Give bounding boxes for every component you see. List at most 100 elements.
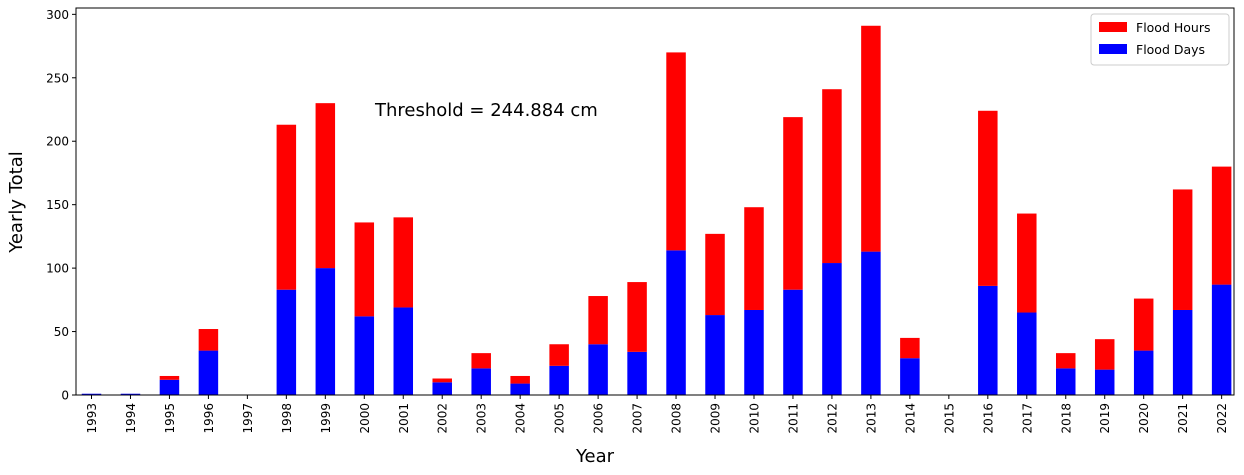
bar-flood-days-2013	[861, 251, 881, 395]
x-tick-label-2021: 2021	[1176, 403, 1190, 434]
bar-flood-hours-1995	[159, 375, 180, 380]
bar-flood-days-1996	[198, 350, 219, 395]
x-tick-label-2006: 2006	[592, 403, 606, 434]
bar-flood-hours-2006	[588, 296, 608, 345]
bar-flood-days-2000	[354, 316, 375, 395]
bar-flood-days-2008	[666, 250, 686, 395]
bar-flood-days-2018	[1056, 368, 1076, 395]
bar-flood-days-2022	[1211, 284, 1232, 395]
x-tick-label-2019: 2019	[1098, 403, 1112, 434]
bar-flood-hours-2000	[354, 222, 375, 317]
x-tick-label-2011: 2011	[786, 403, 800, 434]
bar-flood-hours-2005	[549, 344, 569, 366]
bar-flood-hours-2021	[1172, 189, 1193, 310]
x-tick-label-2007: 2007	[631, 403, 645, 434]
bar-flood-days-2012	[822, 263, 842, 395]
bar-flood-days-1999	[315, 268, 336, 395]
bar-flood-days-2017	[1017, 312, 1037, 395]
bar-flood-hours-2014	[900, 337, 920, 359]
bar-flood-days-2004	[510, 383, 530, 395]
bar-flood-hours-2009	[705, 233, 725, 316]
threshold-annotation: Threshold = 244.884 cm	[374, 100, 598, 121]
bar-flood-hours-2007	[627, 282, 647, 352]
x-tick-label-2005: 2005	[553, 403, 567, 434]
plot-frame	[75, 7, 1235, 396]
bar-flood-days-2003	[471, 368, 491, 395]
x-tick-label-2015: 2015	[942, 403, 956, 434]
bar-flood-days-2001	[393, 307, 414, 395]
x-tick-label-2003: 2003	[475, 403, 489, 434]
bar-flood-hours-1998	[276, 124, 297, 290]
x-tick-label-2004: 2004	[514, 403, 528, 434]
bar-flood-days-1993	[81, 393, 102, 395]
y-axis-title: Yearly Total	[6, 151, 27, 254]
x-tick-label-2009: 2009	[709, 403, 723, 434]
bar-flood-days-2005	[549, 365, 569, 395]
y-tick-label-50: 50	[54, 325, 69, 339]
bar-flood-days-2007	[627, 351, 647, 395]
y-tick-label-100: 100	[46, 262, 69, 276]
bar-flood-hours-2003	[471, 353, 491, 369]
x-tick-label-1999: 1999	[319, 403, 333, 434]
x-tick-label-1993: 1993	[85, 403, 99, 434]
y-axis: 0 50 100 150 200 250 300	[46, 8, 76, 403]
bar-flood-hours-2004	[510, 375, 530, 384]
x-tick-label-2000: 2000	[358, 403, 372, 434]
bar-flood-hours-2013	[861, 25, 881, 252]
bar-flood-days-2002	[432, 382, 452, 395]
x-tick-label-2022: 2022	[1215, 403, 1229, 434]
x-tick-label-2018: 2018	[1059, 403, 1073, 434]
y-tick-label-150: 150	[46, 198, 69, 212]
bar-flood-days-2006	[588, 344, 608, 395]
bar-flood-hours-1996	[198, 329, 219, 351]
y-tick-label-250: 250	[46, 71, 69, 85]
bar-flood-hours-2011	[783, 117, 803, 290]
x-tick-label-2016: 2016	[981, 403, 995, 434]
bar-flood-hours-2016	[978, 110, 998, 286]
x-tick-label-2017: 2017	[1020, 403, 1034, 434]
bar-flood-days-2019	[1094, 369, 1115, 395]
bar-flood-hours-2017	[1017, 213, 1037, 313]
legend-label-flood-days: Flood Days	[1136, 42, 1205, 57]
y-tick-label-200: 200	[46, 135, 69, 149]
y-tick-label-300: 300	[46, 8, 69, 22]
x-tick-label-2001: 2001	[397, 403, 411, 434]
bar-flood-days-2011	[783, 289, 803, 395]
bar-flood-hours-2010	[744, 207, 764, 310]
x-tick-label-2008: 2008	[670, 403, 684, 434]
x-tick-label-2002: 2002	[436, 403, 450, 434]
bar-flood-days-2010	[744, 309, 764, 395]
bar-flood-days-2009	[705, 315, 725, 395]
bar-flood-days-2020	[1133, 350, 1154, 395]
bar-flood-hours-2020	[1133, 298, 1154, 351]
bar-flood-days-2021	[1172, 309, 1193, 395]
x-tick-label-1994: 1994	[124, 403, 138, 434]
x-tick-label-1995: 1995	[163, 403, 177, 434]
x-tick-label-2010: 2010	[747, 403, 761, 434]
x-tick-label-1996: 1996	[202, 403, 216, 434]
x-tick-label-1998: 1998	[280, 403, 294, 434]
legend-swatch-flood-hours	[1099, 22, 1127, 32]
bar-flood-hours-2022	[1211, 166, 1232, 285]
x-axis-title: Year	[575, 446, 615, 467]
x-tick-label-1997: 1997	[241, 403, 255, 434]
bar-flood-hours-2012	[822, 89, 842, 264]
bar-flood-days-1998	[276, 289, 297, 395]
x-tick-label-2012: 2012	[825, 403, 839, 434]
x-tick-label-2014: 2014	[903, 403, 917, 434]
bar-flood-days-1995	[159, 379, 180, 395]
bar-flood-days-2014	[900, 358, 920, 395]
bar-flood-hours-2001	[393, 217, 414, 308]
x-tick-label-2020: 2020	[1137, 403, 1151, 434]
x-axis: 1993 1994 1995 1996 1997 1998 1999 2000 2001 2002…	[85, 395, 1229, 434]
legend-swatch-flood-days	[1099, 44, 1127, 54]
bar-flood-hours-2008	[666, 52, 686, 251]
bar-flood-hours-2018	[1056, 353, 1076, 369]
bar-flood-hours-2019	[1094, 339, 1115, 370]
legend-label-flood-hours: Flood Hours	[1136, 20, 1211, 35]
bar-flood-hours-2002	[432, 378, 452, 383]
x-tick-label-2013: 2013	[864, 403, 878, 434]
bar-flood-days-2016	[978, 285, 998, 395]
bar-flood-hours-1999	[315, 103, 336, 269]
